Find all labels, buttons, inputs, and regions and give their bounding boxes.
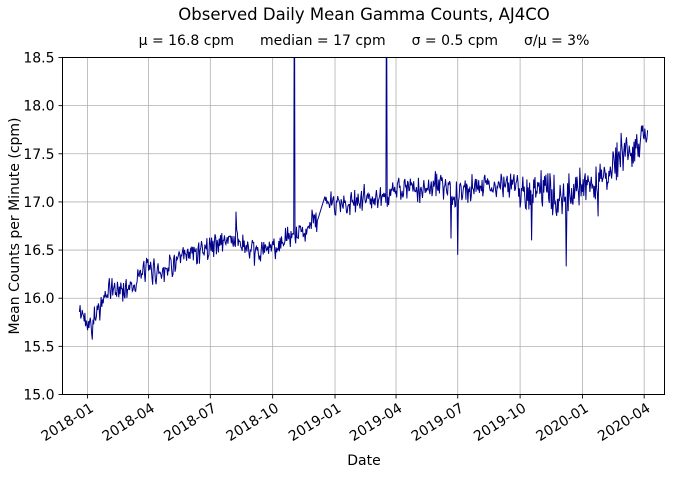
y-tick-label: 15.0 (23, 388, 54, 404)
y-tick-label: 17.0 (23, 195, 54, 211)
x-tick-label: 2019-04 (347, 400, 405, 445)
data-series-line (78, 57, 649, 340)
y-tick-label: 15.5 (23, 339, 54, 355)
stat-mean: μ = 16.8 cpm (138, 33, 234, 49)
y-tick-label: 17.5 (23, 147, 54, 163)
x-tick-label: 2019-07 (409, 400, 467, 445)
stat-cv: σ/μ = 3% (524, 33, 590, 49)
x-tick-label: 2019-01 (286, 400, 344, 445)
y-tick-label: 16.5 (23, 243, 54, 259)
grid-lines (62, 57, 665, 395)
x-tick-label: 2020-04 (595, 400, 653, 445)
x-tick-label: 2018-01 (39, 400, 97, 445)
plot-border (62, 57, 665, 395)
x-tick-label: 2018-07 (161, 400, 219, 445)
x-tick-label: 2018-04 (100, 400, 158, 445)
x-tick-label: 2018-10 (224, 400, 282, 445)
stat-sigma: σ = 0.5 cpm (411, 33, 499, 49)
x-tick-label: 2020-01 (534, 400, 592, 445)
stat-median: median = 17 cpm (259, 33, 386, 49)
chart-title: Observed Daily Mean Gamma Counts, AJ4CO (178, 5, 550, 24)
x-axis-label: Date (347, 453, 381, 469)
y-tick-label: 18.5 (23, 51, 54, 67)
x-tick-label: 2019-10 (471, 400, 529, 445)
chart-subtitle: μ = 16.8 cpm median = 17 cpm σ = 0.5 cpm… (63, 33, 665, 49)
y-tick-label: 16.0 (23, 291, 54, 307)
y-tick-label: 18.0 (23, 99, 54, 115)
